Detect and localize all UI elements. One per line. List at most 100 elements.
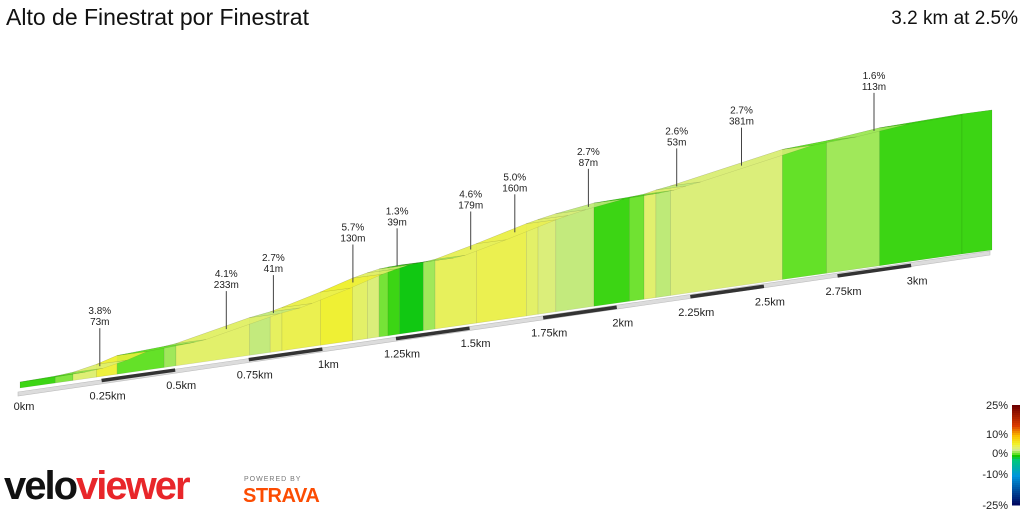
legend-color-step <box>1012 435 1020 438</box>
legend-color-step <box>1012 407 1020 410</box>
legend-color-step <box>1012 411 1020 414</box>
annotation-gradient: 2.7% <box>730 106 753 117</box>
annotation-length: 53m <box>667 137 686 148</box>
annotation-length: 41m <box>264 264 283 275</box>
legend-color-step <box>1012 503 1020 506</box>
legend-color-step <box>1012 467 1020 470</box>
legend-color-step <box>1012 453 1020 456</box>
distance-tick-label: 3km <box>907 275 928 287</box>
legend-color-step <box>1012 455 1020 458</box>
profile-segment <box>555 202 595 313</box>
distance-ribbon <box>17 250 991 397</box>
legend-color-step <box>1012 445 1020 448</box>
annotation-length: 130m <box>340 234 365 245</box>
legend-color-step <box>1012 443 1020 446</box>
page-title: Alto de Finestrat por Finestrat <box>6 4 309 30</box>
annotation-gradient: 4.6% <box>459 190 482 201</box>
gradient-annotations: 3.8%73m4.1%233m2.7%41m5.7%130m1.3%39m4.6… <box>88 71 886 367</box>
legend-color-step <box>1012 501 1020 504</box>
legend-color-step <box>1012 457 1020 460</box>
legend-color-step <box>1012 471 1020 474</box>
legend-color-step <box>1012 463 1020 466</box>
legend-label: 25% <box>986 400 1008 412</box>
legend-color-step <box>1012 405 1020 408</box>
legend-color-step <box>1012 481 1020 484</box>
legend-color-step <box>1012 459 1020 462</box>
legend-label: -25% <box>982 500 1008 512</box>
distance-tick-label: 2.25km <box>678 307 714 319</box>
profile-segment <box>422 258 436 331</box>
profile-segment <box>782 140 827 280</box>
legend-color-step <box>1012 441 1020 444</box>
distance-tick-label: 1.75km <box>531 328 567 340</box>
distance-marker-band <box>837 263 912 278</box>
profile-segment <box>537 213 557 315</box>
legend-color-step <box>1012 499 1020 502</box>
legend-color-step <box>1012 469 1020 472</box>
distance-tick-label: 1.25km <box>384 349 420 361</box>
profile-segment <box>826 127 880 274</box>
profile-segment <box>525 219 539 317</box>
legend-color-step <box>1012 431 1020 434</box>
distance-tick-label: 2.75km <box>825 286 861 298</box>
distance-tick-label: 0.25km <box>90 391 126 403</box>
annotation-gradient: 5.0% <box>503 172 526 183</box>
legend-color-step <box>1012 461 1020 464</box>
strava-logo: STRAVA <box>243 485 320 507</box>
profile-segment <box>378 266 389 338</box>
annotation-length: 179m <box>458 201 483 212</box>
logo-viewer-text: viewer <box>76 464 191 508</box>
profile-end-cap <box>961 109 993 255</box>
annotation-length: 381m <box>729 117 754 128</box>
distance-tick-label: 1km <box>318 359 339 371</box>
annotation-gradient: 2.7% <box>262 253 285 264</box>
legend-label: 10% <box>986 429 1008 441</box>
annotation-gradient: 1.6% <box>863 71 886 82</box>
climb-summary: 3.2 km at 2.5% <box>891 8 1018 29</box>
gradient-color-legend: 25% 10% 0% -10% -25% <box>982 400 1020 512</box>
legend-color-step <box>1012 437 1020 440</box>
legend-color-step <box>1012 413 1020 416</box>
legend-color-step <box>1012 465 1020 468</box>
annotation-gradient: 2.7% <box>577 147 600 158</box>
veloviewer-logo: veloviewer <box>4 464 191 508</box>
legend-color-step <box>1012 427 1020 430</box>
legend-label: -10% <box>982 469 1008 481</box>
legend-color-step <box>1012 421 1020 424</box>
legend-color-step <box>1012 473 1020 476</box>
legend-color-step <box>1012 439 1020 442</box>
legend-color-step <box>1012 433 1020 436</box>
legend-color-step <box>1012 419 1020 422</box>
distance-marker-band <box>101 368 176 383</box>
profile-segment <box>629 193 645 302</box>
annotation-length: 73m <box>90 317 109 328</box>
legend-color-step <box>1012 451 1020 454</box>
annotation-gradient: 4.1% <box>215 269 238 280</box>
distance-tick-label: 0.5km <box>166 380 196 392</box>
annotation-length: 113m <box>862 82 886 93</box>
legend-color-step <box>1012 425 1020 428</box>
powered-by-text: POWERED BY <box>244 476 302 483</box>
legend-color-step <box>1012 485 1020 488</box>
legend-color-step <box>1012 447 1020 450</box>
profile-top-surface <box>19 109 993 383</box>
distance-tick-label: 2km <box>612 317 633 329</box>
legend-color-step <box>1012 497 1020 500</box>
legend-color-step <box>1012 491 1020 494</box>
distance-marker-band <box>542 305 617 320</box>
annotation-length: 160m <box>502 183 527 194</box>
legend-color-step <box>1012 493 1020 496</box>
legend-color-step <box>1012 475 1020 478</box>
profile-segment <box>399 261 424 335</box>
annotation-length: 233m <box>214 280 239 291</box>
legend-color-step <box>1012 479 1020 482</box>
profile-segment <box>643 189 657 300</box>
legend-color-step <box>1012 423 1020 426</box>
distance-tick-label: 2.5km <box>755 296 785 308</box>
annotation-length: 39m <box>387 217 406 228</box>
legend-color-step <box>1012 415 1020 418</box>
annotation-gradient: 1.3% <box>386 206 409 217</box>
legend-color-step <box>1012 495 1020 498</box>
annotation-gradient: 3.8% <box>88 306 111 317</box>
legend-color-step <box>1012 417 1020 420</box>
